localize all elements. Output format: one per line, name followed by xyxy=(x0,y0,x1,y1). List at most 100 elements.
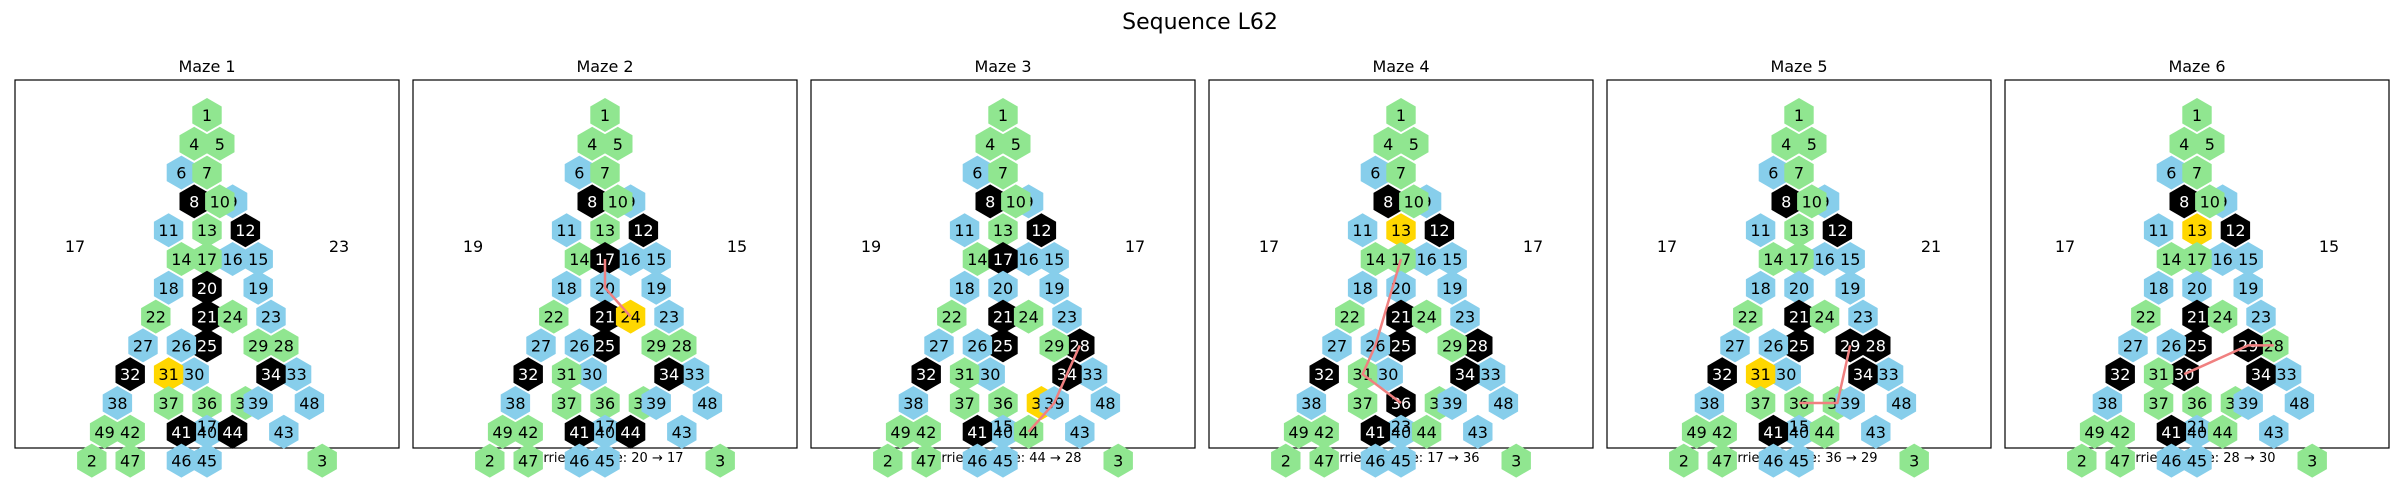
cell-hexagon xyxy=(988,98,1018,132)
cell-label: 10 xyxy=(1404,192,1424,211)
maze-cell: 26 xyxy=(2156,328,2187,363)
side-value-bottom: 17 xyxy=(595,417,615,436)
cell-label: 44 xyxy=(1416,423,1436,442)
maze-cell: 33 xyxy=(1873,357,1904,392)
cell-label: 23 xyxy=(261,308,281,327)
transition-path xyxy=(1361,258,1403,404)
cell-label: 12 xyxy=(235,221,255,240)
maze-cell: 17 xyxy=(988,242,1018,276)
cell-hexagon xyxy=(192,328,222,363)
cell-hexagon xyxy=(1373,184,1403,219)
maze-cell: 12 xyxy=(1822,213,1853,248)
cell-label: 7 xyxy=(600,164,610,183)
maze-cell: 24 xyxy=(1013,299,1044,334)
cell-label: 10 xyxy=(1006,192,1026,211)
side-value-bottom: 17 xyxy=(197,417,217,436)
cell-label: 3 xyxy=(2307,452,2317,471)
maze-cell: 8 xyxy=(975,184,1005,219)
maze-cell: 14 xyxy=(962,242,993,276)
maze-cell: 11 xyxy=(1347,213,1378,248)
cell-hexagon xyxy=(692,386,723,420)
cell-label: 44 xyxy=(620,423,640,442)
cell-hexagon xyxy=(885,414,916,449)
maze-cell: 28 xyxy=(1463,328,1493,363)
cell-label: 15 xyxy=(248,250,268,269)
cell-hexagon xyxy=(1745,213,1776,248)
cell-label: 5 xyxy=(1807,135,1817,154)
maze-cell: 6 xyxy=(1758,155,1789,190)
maze-cell: 26 xyxy=(166,328,197,363)
maze-cell: 36 xyxy=(192,386,222,420)
cell-label: 11 xyxy=(2148,221,2168,240)
maze-cell: 41 xyxy=(564,414,595,449)
cell-label: 30 xyxy=(1776,365,1796,384)
maze-cell: 3 xyxy=(2297,443,2327,478)
cell-hexagon xyxy=(2092,386,2123,420)
cell-hexagon xyxy=(949,270,980,305)
side-value-bottom: 21 xyxy=(2187,417,2207,436)
cell-label: 16 xyxy=(222,250,242,269)
cell-label: 41 xyxy=(1763,423,1783,442)
cell-label: 43 xyxy=(274,423,294,442)
maze-cell: 4 xyxy=(1373,126,1403,161)
cell-hexagon xyxy=(590,328,620,363)
cell-hexagon xyxy=(1309,414,1339,449)
maze-cell: 40 xyxy=(1784,414,1814,449)
maze-cell: 42 xyxy=(2105,414,2135,449)
cell-hexagon xyxy=(564,414,595,449)
maze-cell: 45 xyxy=(192,443,222,478)
cell-label: 40 xyxy=(2187,423,2207,442)
cell-label: 23 xyxy=(1853,308,1873,327)
cell-label: 17 xyxy=(993,250,1013,269)
cell-hexagon xyxy=(615,242,646,276)
cell-label: 27 xyxy=(2123,336,2143,355)
maze-cell: 16 xyxy=(217,242,248,276)
cell-hexagon xyxy=(2207,242,2238,276)
maze-cell: 21 xyxy=(1386,299,1416,334)
cell-label: 14 xyxy=(967,250,987,269)
maze-cell: 7 xyxy=(1784,155,1814,190)
maze-cell: 8 xyxy=(1771,184,1801,219)
cell-hexagon xyxy=(1784,299,1814,334)
maze-cell: 46 xyxy=(564,443,595,478)
cell-label: 13 xyxy=(1391,221,1411,240)
cell-hexagon xyxy=(192,299,222,334)
maze-cell: 32 xyxy=(513,357,543,392)
cell-label: 18 xyxy=(158,279,178,298)
maze-cell: 4 xyxy=(975,126,1005,161)
cell-hexagon xyxy=(1386,213,1416,248)
cell-hexagon xyxy=(1745,270,1776,305)
cell-label: 30 xyxy=(2174,365,2194,384)
cell-label: 10 xyxy=(210,192,230,211)
cell-label: 13 xyxy=(2187,221,2207,240)
cell-label: 43 xyxy=(1468,423,1488,442)
cell-hexagon xyxy=(2182,443,2212,478)
maze-cell: 37 xyxy=(551,386,582,420)
cell-hexagon xyxy=(1835,242,1865,276)
cell-hexagon xyxy=(1501,443,1531,478)
cell-hexagon xyxy=(500,386,531,420)
cell-hexagon xyxy=(1899,443,1929,478)
maze-cell: 49 xyxy=(89,414,120,449)
maze-cell: 20 xyxy=(1784,270,1814,305)
cell-label: 42 xyxy=(916,423,936,442)
cell-hexagon xyxy=(1720,328,1750,363)
cell-label: 1 xyxy=(600,106,610,125)
cell-label: 4 xyxy=(2179,135,2189,154)
maze-2: 1234567891011121314151617181920212223242… xyxy=(412,79,798,478)
cell-hexagon xyxy=(1745,357,1776,392)
cell-hexagon xyxy=(153,213,184,248)
maze-cell: 30 xyxy=(179,357,209,392)
cell-hexagon xyxy=(988,443,1018,478)
cell-label: 28 xyxy=(1866,336,1886,355)
cell-hexagon xyxy=(217,242,248,276)
cell-label: 46 xyxy=(1763,452,1783,471)
cell-label: 6 xyxy=(1768,164,1778,183)
maze-5: 1234567891011121314151617181920212223242… xyxy=(1606,79,1992,478)
maze-cell: 42 xyxy=(911,414,941,449)
cell-label: 14 xyxy=(1365,250,1385,269)
cell-hexagon xyxy=(2182,414,2212,449)
cell-label: 43 xyxy=(1866,423,1886,442)
cell-label: 27 xyxy=(531,336,551,355)
cell-hexagon xyxy=(1039,270,1069,305)
